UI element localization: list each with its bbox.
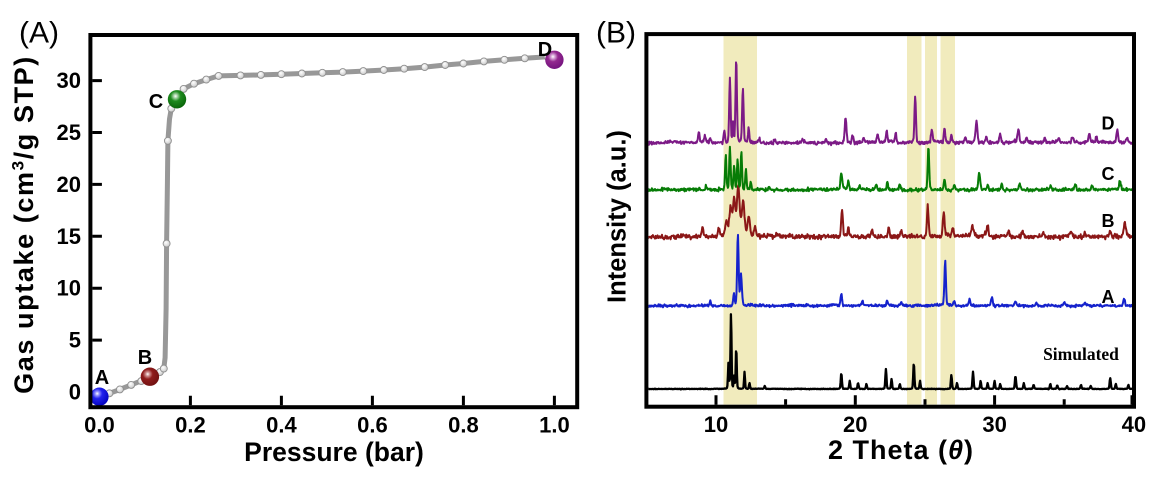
svg-text:D: D: [1102, 114, 1115, 134]
svg-text:B: B: [1102, 211, 1115, 231]
svg-text:A: A: [95, 367, 109, 389]
svg-text:20: 20: [57, 172, 81, 197]
svg-text:Pressure (bar): Pressure (bar): [244, 437, 424, 467]
svg-text:B: B: [138, 347, 152, 369]
svg-text:Gas uptake (cm3/g STP): Gas uptake (cm3/g STP): [9, 55, 40, 394]
svg-text:(A): (A): [19, 17, 59, 50]
svg-text:10: 10: [704, 412, 728, 437]
svg-text:Intensity (a.u.): Intensity (a.u.): [604, 130, 632, 303]
svg-text:0.0: 0.0: [84, 413, 115, 438]
svg-text:0: 0: [69, 380, 81, 405]
svg-text:0.2: 0.2: [175, 413, 206, 438]
svg-text:30: 30: [982, 412, 1006, 437]
svg-text:(B): (B): [596, 17, 636, 50]
svg-text:0.8: 0.8: [448, 413, 479, 438]
svg-text:C: C: [1102, 164, 1115, 184]
svg-text:0.6: 0.6: [357, 413, 388, 438]
svg-text:C: C: [149, 91, 163, 113]
svg-text:15: 15: [57, 224, 81, 249]
svg-text:A: A: [1102, 287, 1115, 307]
svg-text:20: 20: [843, 412, 867, 437]
svg-text:1.0: 1.0: [539, 413, 570, 438]
svg-text:2 Theta (θ): 2 Theta (θ): [828, 435, 974, 465]
svg-text:5: 5: [69, 328, 81, 353]
svg-text:D: D: [538, 39, 552, 61]
svg-text:0.4: 0.4: [266, 413, 297, 438]
svg-text:30: 30: [57, 68, 81, 93]
svg-text:10: 10: [57, 276, 81, 301]
svg-text:Simulated: Simulated: [1043, 344, 1119, 364]
svg-text:25: 25: [57, 120, 81, 145]
svg-text:40: 40: [1122, 412, 1146, 437]
